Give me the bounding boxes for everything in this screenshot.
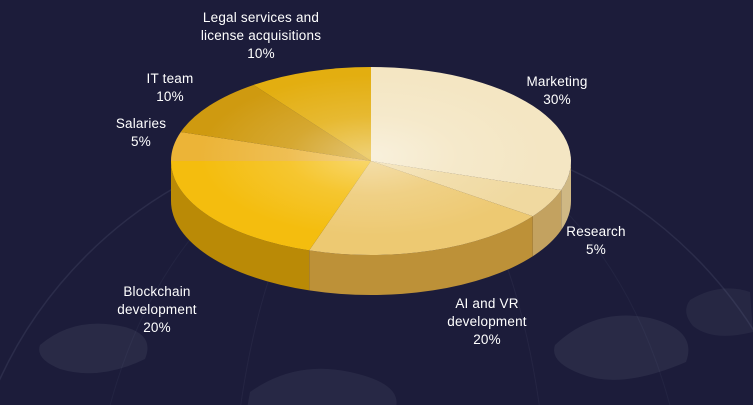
slice-label-marketing: Marketing 30%: [502, 73, 612, 109]
slice-label-name: Marketing: [526, 74, 588, 89]
slice-label-pct: 20%: [473, 332, 501, 347]
pie-slice-side-marketing: [561, 161, 571, 231]
slice-label-name: Salaries: [115, 116, 167, 131]
slice-label-ai-and-vr-development: AI and VR development 20%: [427, 295, 547, 349]
slice-label-research: Research 5%: [551, 223, 641, 259]
slice-label-name: IT team: [146, 71, 194, 86]
slice-label-name: Legal services and license acquisitions: [200, 10, 322, 43]
slice-label-pct: 10%: [156, 89, 184, 104]
slice-label-pct: 5%: [131, 134, 151, 149]
slice-label-pct: 20%: [143, 320, 171, 335]
slice-label-pct: 30%: [543, 92, 571, 107]
slice-label-pct: 10%: [247, 46, 275, 61]
slice-label-legal-services: Legal services and license acquisitions …: [181, 9, 341, 63]
slice-label-salaries: Salaries 5%: [96, 115, 186, 151]
slice-label-pct: 5%: [586, 242, 606, 257]
slice-label-blockchain-development: Blockchain development 20%: [97, 283, 217, 337]
slice-label-name: Research: [566, 224, 626, 239]
pie-highlight: [171, 67, 571, 255]
slice-label-it-team: IT team 10%: [125, 70, 215, 106]
slice-label-name: Blockchain development: [117, 284, 197, 317]
pie-slice-side-blockchain-development: [171, 161, 310, 291]
slice-label-name: AI and VR development: [447, 296, 527, 329]
pie-slice-side-research: [532, 190, 562, 257]
pie-slice-side-ai-and-vr-development: [309, 216, 533, 295]
